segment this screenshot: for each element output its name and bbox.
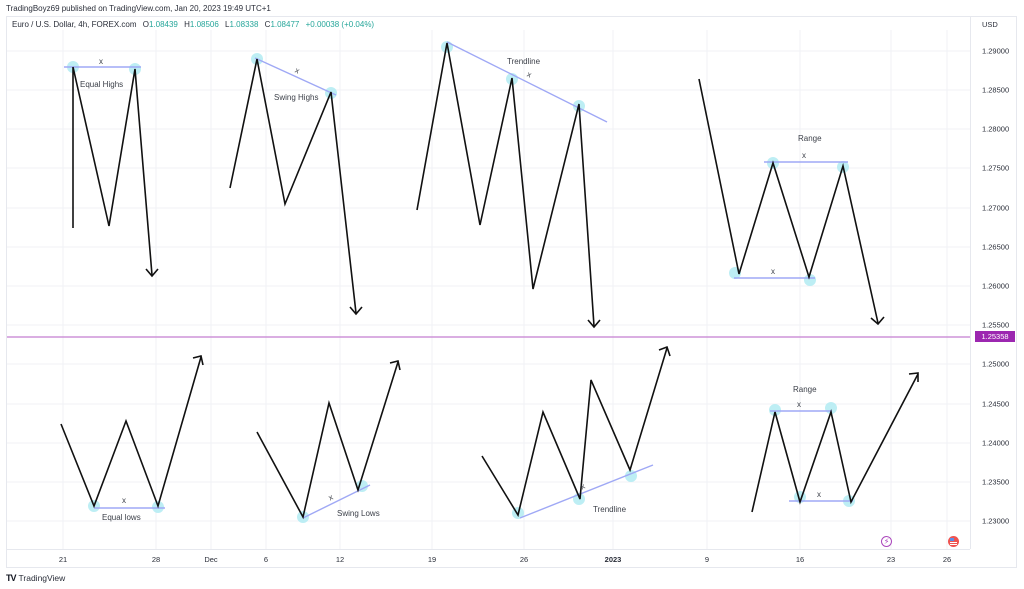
price-tick: 1.29000 [982,46,1010,56]
svg-text:x: x [797,400,801,409]
published-info: TradingBoyz69 published on TradingView.c… [6,4,271,13]
price-tick: 1.28000 [982,124,1010,134]
brand-name: TradingView [18,573,66,583]
price-tick: 1.23500 [982,477,1010,487]
current-price-badge: 1.25358 [975,331,1015,342]
high-value: 1.08506 [189,20,219,29]
svg-text:x: x [525,70,532,80]
low-label: L [225,20,230,29]
price-tick: 1.27000 [982,203,1010,213]
svg-text:x: x [293,66,300,76]
time-tick: 26 [519,555,529,564]
time-tick-year: 2023 [604,555,622,564]
label-equal-lows: Equal lows [102,513,141,522]
svg-text:x: x [99,57,103,66]
price-tick: 1.24500 [982,399,1010,409]
price-tick: 1.24000 [982,438,1010,448]
svg-text:x: x [802,151,806,160]
price-tick: 1.26500 [982,242,1010,252]
label-trendline-top: Trendline [507,57,541,66]
price-tick: 1.25000 [982,359,1010,369]
price-tick: 1.25500 [982,320,1010,330]
price-tick: 1.27500 [982,163,1010,173]
low-value: 1.08338 [229,20,259,29]
time-tick: 6 [263,555,269,564]
pivot-markers [67,41,855,523]
time-tick: 23 [886,555,896,564]
time-tick: 9 [704,555,710,564]
label-swing-lows: Swing Lows [337,509,380,518]
close-label: C [264,20,271,29]
chart-frame [6,16,1017,568]
time-tick: 21 [58,555,68,564]
label-range-top: Range [798,134,822,143]
open-value: 1.08439 [148,20,178,29]
svg-text:x: x [122,496,126,505]
time-tick: Dec [204,555,218,564]
footer-branding: TV TradingView [6,573,65,583]
time-tick: 16 [795,555,805,564]
time-tick: 19 [427,555,437,564]
us-flag-icon[interactable] [948,536,959,547]
arrow-heads [145,268,919,382]
price-tick: 1.23000 [982,516,1010,526]
time-tick: 28 [151,555,161,564]
grid-lines [7,30,970,549]
svg-text:x: x [771,267,775,276]
x-markers: x x x x x x x x x x [99,57,821,505]
pattern-labels: Equal Highs Swing Highs Trendline Range … [80,57,822,522]
svg-text:x: x [579,482,586,492]
label-swing-highs: Swing Highs [274,93,318,102]
currency-label: USD [982,20,998,29]
price-paths [60,42,919,520]
tradingview-logo-icon: TV [6,573,16,583]
label-trendline-bottom: Trendline [593,505,627,514]
time-tick: 26 [942,555,952,564]
high-label: H [184,20,190,29]
time-tick: 12 [335,555,345,564]
time-axis[interactable] [6,549,970,569]
close-value: 1.08477 [270,20,300,29]
label-equal-highs: Equal Highs [80,80,123,89]
symbol-legend: Euro / U.S. Dollar, 4h, FOREX.com O1.084… [12,20,374,29]
lightning-icon[interactable]: ⚡︎ [881,536,892,547]
price-axis[interactable] [970,16,1018,549]
price-tick: 1.26000 [982,281,1010,291]
svg-text:x: x [817,490,821,499]
symbol-title: Euro / U.S. Dollar, 4h, FOREX.com [12,20,137,29]
price-tick: 1.28500 [982,85,1010,95]
label-range-bottom: Range [793,385,817,394]
change-value: +0.00038 (+0.04%) [305,20,375,29]
open-label: O [142,20,149,29]
svg-text:x: x [327,493,334,503]
reference-lines [64,41,853,519]
